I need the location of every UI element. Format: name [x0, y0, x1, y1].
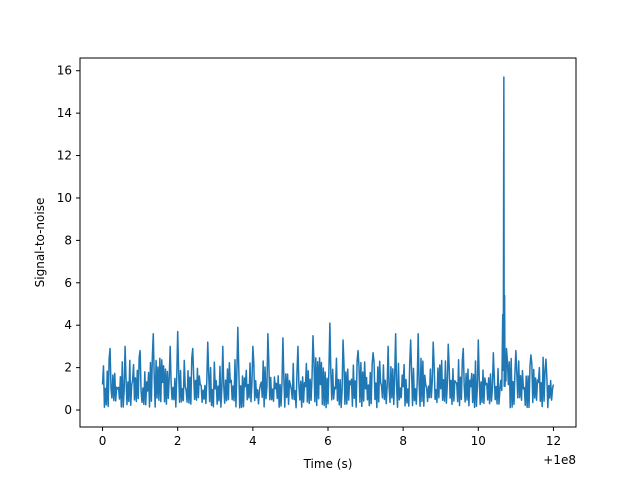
x-tick-label: 6 [324, 434, 332, 448]
y-tick-label: 6 [64, 276, 72, 290]
x-offset-label: +1e8 [543, 453, 576, 467]
y-axis-ticks: 0 2 4 6 8 10 12 14 16 [57, 64, 80, 417]
y-tick-label: 10 [57, 191, 72, 205]
x-tick-label: 4 [249, 434, 257, 448]
y-tick-label: 4 [64, 318, 72, 332]
x-axis-label: Time (s) [303, 457, 353, 471]
y-tick-label: 8 [64, 233, 72, 247]
y-tick-label: 12 [57, 149, 72, 163]
series-layer [101, 76, 555, 409]
series-line-0 [101, 76, 555, 409]
x-tick-label: 2 [174, 434, 182, 448]
x-axis-ticks: 0 2 4 6 8 10 12 [99, 427, 561, 448]
x-tick-label: 10 [471, 434, 486, 448]
x-tick-label: 0 [99, 434, 107, 448]
y-tick-label: 14 [57, 106, 72, 120]
y-tick-label: 2 [64, 361, 72, 375]
x-tick-label: 12 [546, 434, 561, 448]
y-tick-label: 16 [57, 64, 72, 78]
x-tick-label: 8 [399, 434, 407, 448]
y-tick-label: 0 [64, 403, 72, 417]
y-axis-label: Signal-to-noise [33, 198, 47, 288]
